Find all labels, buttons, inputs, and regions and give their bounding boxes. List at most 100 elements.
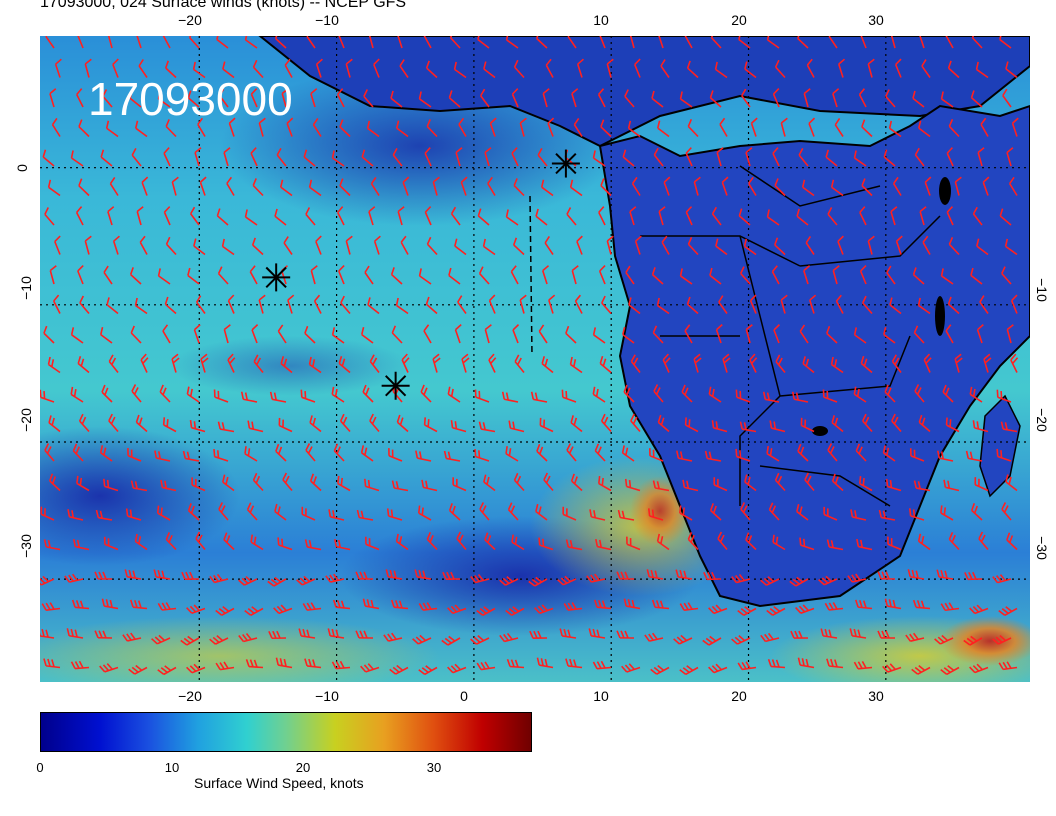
- wind-barb: [448, 90, 461, 108]
- wind-barb: [139, 235, 148, 255]
- wind-barb: [43, 539, 61, 551]
- wind-barb: [72, 443, 84, 462]
- wind-barb: [884, 598, 902, 610]
- right-lat-tick: −10: [1033, 278, 1050, 302]
- wind-barb: [882, 663, 902, 673]
- wind-barb: [745, 532, 757, 551]
- wind-barb: [338, 36, 345, 49]
- wind-barb: [681, 384, 693, 403]
- wind-barb: [535, 503, 548, 521]
- wind-barb: [122, 632, 142, 642]
- wind-barb: [715, 324, 723, 344]
- wind-barb: [513, 59, 525, 79]
- wind-barb: [331, 660, 351, 670]
- wind-barb: [621, 445, 635, 462]
- wind-barb: [911, 664, 931, 675]
- wind-barb: [282, 472, 293, 492]
- wind-barb: [687, 119, 699, 138]
- wind-barb: [963, 635, 983, 646]
- wind-barb: [228, 117, 236, 137]
- wind-barb: [974, 477, 989, 492]
- wind-barb: [513, 472, 525, 492]
- wind-barb: [998, 606, 1018, 616]
- lake: [812, 426, 828, 436]
- wind-barb: [286, 117, 294, 137]
- wind-barb: [547, 117, 555, 137]
- wind-barb: [830, 356, 844, 374]
- wind-barb: [999, 208, 1012, 226]
- wind-barb: [923, 353, 932, 373]
- wind-barb: [716, 147, 724, 167]
- dashed-boundary: [529, 195, 533, 357]
- wind-barb: [448, 267, 461, 285]
- wind-barb: [215, 606, 235, 616]
- wind-map[interactable]: 17093000: [40, 36, 1030, 682]
- wind-barb: [181, 571, 200, 580]
- wind-barb: [325, 573, 345, 583]
- wind-barb: [361, 327, 374, 344]
- madagascar-land: [979, 394, 1021, 498]
- wind-barb: [853, 660, 873, 670]
- wind-barb: [998, 661, 1018, 671]
- wind-barb: [127, 448, 142, 462]
- wind-barb: [369, 413, 380, 433]
- wind-barb: [679, 505, 693, 521]
- wind-barb: [40, 628, 55, 639]
- wind-barb: [964, 571, 983, 581]
- wind-barb: [905, 632, 925, 642]
- wind-barb: [418, 505, 432, 521]
- wind-barb: [528, 576, 548, 587]
- wind-barb: [687, 236, 699, 256]
- wind-barb: [425, 60, 438, 79]
- wind-barb: [767, 658, 786, 669]
- top-lon-tick: 30: [868, 12, 884, 28]
- wind-barb: [484, 324, 492, 344]
- wind-barb: [918, 36, 926, 49]
- wind-barb: [634, 235, 642, 255]
- wind-barb: [1006, 532, 1018, 551]
- wind-barb: [474, 389, 490, 403]
- wind-barb: [187, 267, 200, 285]
- wind-barb: [653, 384, 664, 403]
- wind-barb: [258, 294, 266, 314]
- wind-barb: [714, 61, 728, 79]
- wind-barb: [837, 235, 844, 255]
- wind-barb: [505, 36, 519, 49]
- wind-barb: [339, 178, 351, 197]
- wind-barb: [47, 179, 61, 197]
- wind-barb: [304, 325, 316, 344]
- wind-barb: [75, 206, 84, 226]
- wind-barb: [616, 630, 635, 639]
- wind-barb: [676, 450, 693, 462]
- wind-barb: [976, 324, 984, 344]
- wind-barb: [458, 117, 467, 137]
- wind-barb: [337, 475, 351, 492]
- wind-barb: [40, 575, 55, 586]
- wind-barb: [586, 573, 606, 583]
- wind-barb: [679, 665, 699, 676]
- wind-barb: [385, 569, 403, 580]
- wind-barb: [943, 479, 960, 492]
- wind-barb: [171, 353, 180, 373]
- wind-barb: [362, 384, 374, 403]
- wind-barb: [221, 238, 235, 256]
- wind-barb: [157, 268, 171, 285]
- wind-barb: [244, 446, 258, 462]
- wind-barb: [432, 353, 441, 373]
- wind-barb: [565, 658, 583, 669]
- wind-barb: [277, 537, 293, 551]
- wind-barb: [213, 449, 229, 462]
- wind-barb: [135, 36, 144, 49]
- wind-barb: [708, 604, 728, 615]
- wind-barb: [103, 265, 113, 285]
- wind-barb: [274, 36, 287, 49]
- wind-barb: [249, 265, 258, 285]
- wind-barb: [538, 537, 554, 551]
- wind-barb: [162, 36, 171, 49]
- wind-barb: [391, 325, 403, 344]
- wind-barb: [877, 630, 896, 639]
- wind-barb: [252, 178, 264, 197]
- wind-barb: [250, 88, 258, 108]
- wind-barb: [773, 324, 780, 344]
- wind-barb: [186, 386, 200, 403]
